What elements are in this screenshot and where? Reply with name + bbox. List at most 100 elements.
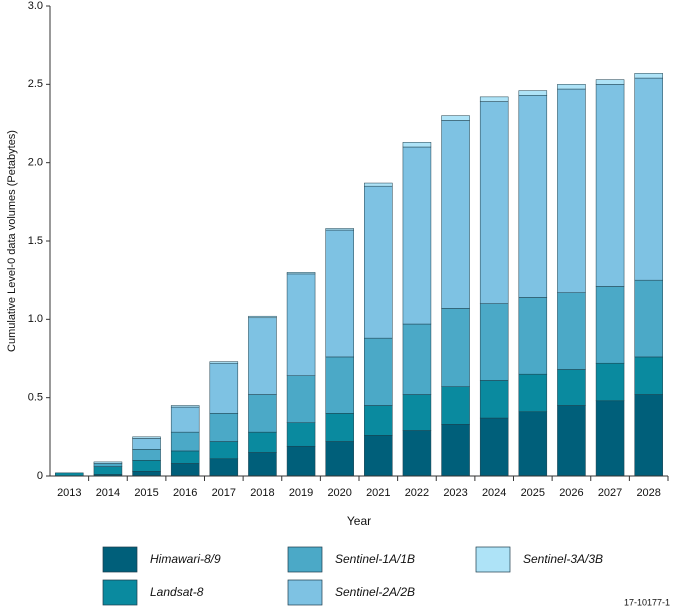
bar-segment — [595, 79, 625, 85]
bar-segment — [248, 452, 277, 477]
bar-segment — [402, 430, 432, 477]
legend-swatch — [102, 546, 138, 573]
y-tick-label: 2.5 — [28, 78, 43, 90]
x-tick-label: 2016 — [173, 487, 197, 499]
legend-label: Sentinel-2A/2B — [335, 585, 415, 599]
bar-segment — [634, 279, 663, 358]
y-tick-label: 0 — [37, 470, 43, 482]
bar-segment — [170, 406, 200, 433]
legend-swatch — [287, 579, 323, 606]
bar-segment — [170, 431, 200, 452]
bar-segment — [402, 394, 432, 431]
y-tick-label: 1.0 — [28, 313, 43, 325]
bar-segment — [441, 386, 470, 425]
bar-segment — [209, 458, 239, 477]
bar-segment — [325, 441, 354, 477]
legend-swatch — [102, 579, 138, 606]
bar-segment — [170, 405, 200, 408]
bar-segment — [364, 185, 393, 339]
bar-segment — [595, 84, 625, 287]
bar-segment — [595, 400, 625, 477]
bar-segment — [209, 362, 239, 414]
legend-swatch — [475, 546, 511, 573]
bar-segment — [441, 308, 470, 387]
x-tick-label: 2020 — [327, 487, 351, 499]
x-tick-label: 2018 — [250, 487, 274, 499]
bar-segment — [518, 90, 548, 96]
bar-segment — [170, 463, 200, 477]
bar-segment — [93, 463, 123, 467]
bar-segment — [557, 369, 586, 406]
bar-segment — [209, 413, 239, 442]
bar-segment — [595, 286, 625, 364]
x-tick-label: 2021 — [366, 487, 390, 499]
y-tick-label: 2.0 — [28, 157, 43, 169]
bar-segment — [595, 362, 625, 402]
bar-segment — [248, 315, 277, 319]
legend-swatch — [287, 546, 323, 573]
bar-segment — [479, 101, 509, 304]
legend-label: Sentinel-1A/1B — [335, 552, 415, 566]
bar-segment — [402, 142, 432, 148]
note: 17-10177-1 — [624, 597, 670, 607]
bar-segment — [518, 95, 548, 298]
bar-segment — [93, 461, 123, 464]
y-tick-label: 3.0 — [28, 0, 43, 12]
bar-segment — [325, 356, 354, 414]
x-tick-label: 2027 — [598, 487, 622, 499]
bar-segment — [557, 88, 586, 293]
bar-segment — [209, 441, 239, 460]
x-tick-label: 2028 — [636, 487, 660, 499]
bar-segment — [518, 297, 548, 375]
bar-segment — [325, 229, 354, 358]
legend-label: Himawari-8/9 — [150, 552, 221, 566]
y-axis-label: Cumulative Level-0 data volumes (Petabyt… — [6, 130, 18, 352]
bar-segment — [248, 394, 277, 433]
bar-segment — [518, 411, 548, 477]
x-tick-label: 2013 — [57, 487, 81, 499]
bar-segment — [286, 273, 316, 376]
bar-segment — [634, 77, 663, 281]
bar-segment — [364, 182, 393, 187]
x-tick-label: 2026 — [559, 487, 583, 499]
bar-segment — [286, 375, 316, 423]
bar-segment — [132, 436, 161, 439]
bar-segment — [364, 405, 393, 436]
bar-segment — [479, 303, 509, 381]
x-tick-label: 2019 — [289, 487, 313, 499]
bar-segment — [557, 292, 586, 370]
y-tick-label: 0.5 — [28, 392, 43, 404]
x-tick-label: 2015 — [134, 487, 158, 499]
bar-segment — [248, 431, 277, 453]
bar-segment — [479, 380, 509, 419]
bar-segment — [286, 422, 316, 447]
x-tick-label: 2017 — [212, 487, 236, 499]
bar-segment — [132, 460, 161, 472]
bar-segment — [402, 323, 432, 395]
bar-segment — [634, 394, 663, 477]
bar-segment — [364, 337, 393, 406]
bar-segment — [402, 146, 432, 325]
bar-segment — [209, 361, 239, 364]
x-tick-label: 2023 — [443, 487, 467, 499]
bar-segment — [132, 449, 161, 461]
bar-segment — [132, 471, 161, 477]
bar-segment — [286, 272, 316, 275]
bar-segment — [557, 84, 586, 90]
bar-segment — [93, 466, 123, 475]
x-tick-label: 2022 — [405, 487, 429, 499]
bar-segment — [557, 405, 586, 477]
bar-segment — [479, 96, 509, 102]
y-tick-label: 1.5 — [28, 235, 43, 247]
legend-label: Landsat-8 — [150, 585, 204, 599]
bar-segment — [634, 356, 663, 395]
bar-segment — [364, 435, 393, 477]
x-tick-label: 2024 — [482, 487, 506, 499]
bar-segment — [634, 73, 663, 79]
bar-segment — [518, 373, 548, 413]
bar-segment — [441, 115, 470, 121]
bar-segment — [325, 228, 354, 231]
bar-segment — [132, 438, 161, 450]
bar-segment — [248, 317, 277, 395]
